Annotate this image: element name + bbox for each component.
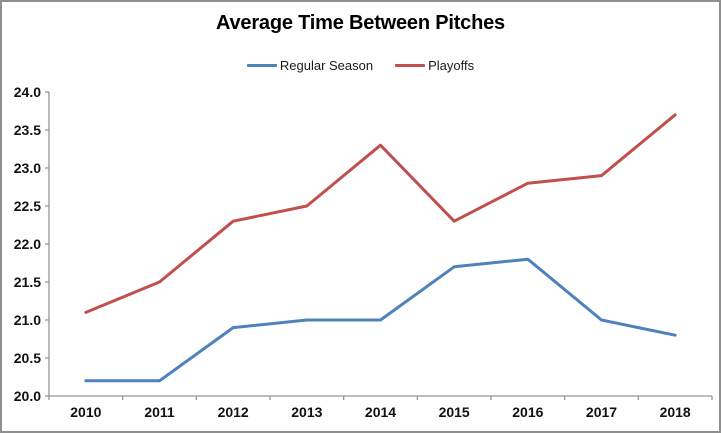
x-tick-label: 2011: [144, 404, 175, 420]
series-line-playoffs: [84, 113, 677, 314]
x-tick-label: 2016: [512, 404, 543, 420]
legend-label-regular-season: Regular Season: [279, 58, 374, 73]
y-tick-label: 21.0: [14, 312, 41, 328]
legend-swatch-regular-season-icon: [246, 64, 277, 67]
x-tick-label: 2013: [291, 404, 322, 420]
y-tick-label: 24.0: [14, 84, 41, 100]
chart-title: Average Time Between Pitches: [216, 12, 505, 34]
x-tick-label: 2018: [660, 404, 691, 420]
y-tick-label: 23.0: [14, 160, 41, 176]
x-tick-label: 2014: [365, 404, 396, 420]
series-line-regular-season: [84, 257, 677, 383]
legend-item-regular-season: Regular Season: [246, 58, 374, 73]
x-tick-label: 2015: [439, 404, 470, 420]
y-tick-label: 21.5: [14, 274, 41, 290]
legend-label-playoffs: Playoffs: [428, 58, 475, 73]
y-tick-label: 20.5: [14, 350, 41, 366]
legend-swatch-playoffs-icon: [395, 64, 426, 67]
x-tick-label: 2010: [70, 404, 101, 420]
legend-item-playoffs: Playoffs: [395, 58, 474, 73]
y-tick-label: 23.5: [14, 122, 41, 138]
y-tick-label: 22.0: [14, 236, 41, 252]
x-tick-label: 2017: [586, 404, 617, 420]
legend: Regular Season Playoffs: [2, 58, 719, 73]
y-tick-label: 22.5: [14, 198, 41, 214]
x-tick-label: 2012: [218, 404, 249, 420]
y-tick-label: 20.0: [14, 388, 41, 404]
